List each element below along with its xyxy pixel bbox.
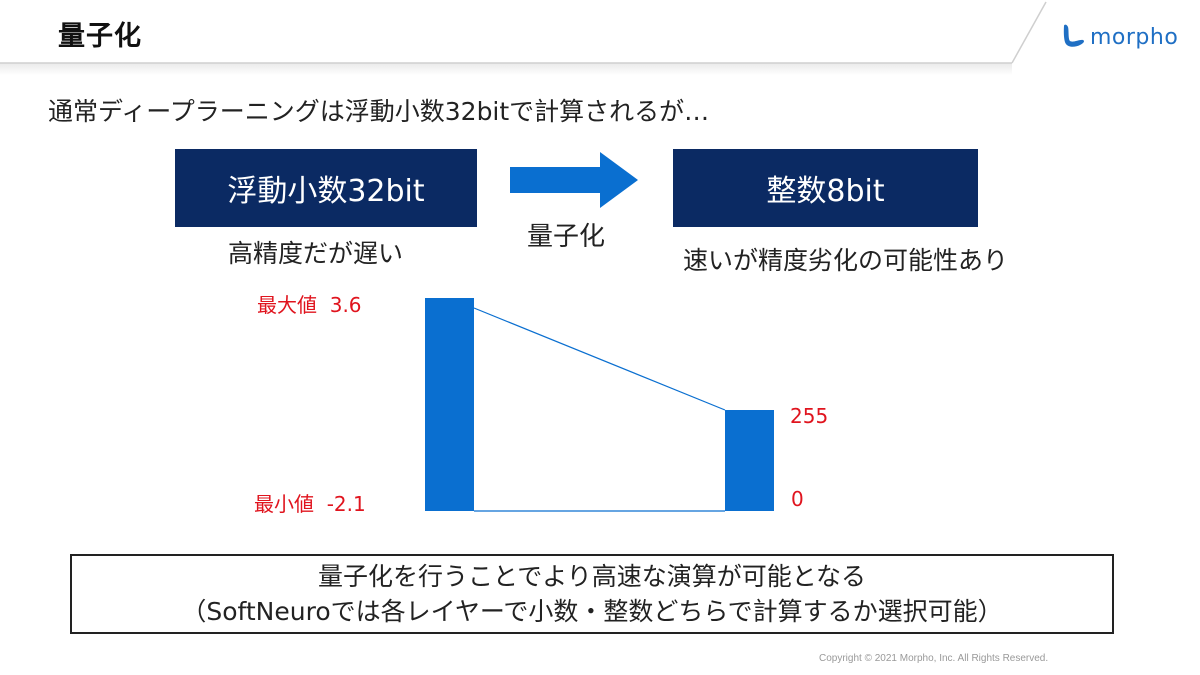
float32-box-label: 浮動小数32bit [227,174,425,209]
summary-line-2: （SoftNeuroでは各レイヤーで小数・整数どちらで計算するか選択可能） [181,597,1003,626]
header-band [0,1,1047,75]
float-range-bar [425,298,474,511]
morpho-logo: morpho [1058,22,1178,52]
float-max-label: 最大値 3.6 [257,293,362,317]
int-min-label: 0 [791,487,804,511]
logo-text: morpho [1090,24,1179,50]
summary-box: 量子化を行うことでより高速な演算が可能となる （SoftNeuroでは各レイヤー… [70,554,1114,634]
float-caption: 高精度だが遅い [228,239,404,268]
max-mapping-line [473,307,726,411]
float32-box: 浮動小数32bit [175,149,477,227]
int8-box: 整数8bit [673,149,978,227]
int-caption: 速いが精度劣化の可能性あり [683,246,1009,275]
right-arrow-icon [510,152,638,208]
morpho-logo-icon [1063,24,1084,47]
copyright-text: Copyright © 2021 Morpho, Inc. All Rights… [819,653,1049,664]
slide-title: 量子化 [58,21,142,52]
lead-text: 通常ディープラーニングは浮動小数32bitで計算されるが… [48,97,710,126]
summary-line-1: 量子化を行うことでより高速な演算が可能となる [317,562,866,591]
int8-box-label: 整数8bit [766,174,885,209]
int-range-bar [725,410,774,511]
float-min-label: 最小値 -2.1 [254,492,366,516]
arrow-label: 量子化 [527,222,606,252]
int-max-label: 255 [790,404,829,428]
